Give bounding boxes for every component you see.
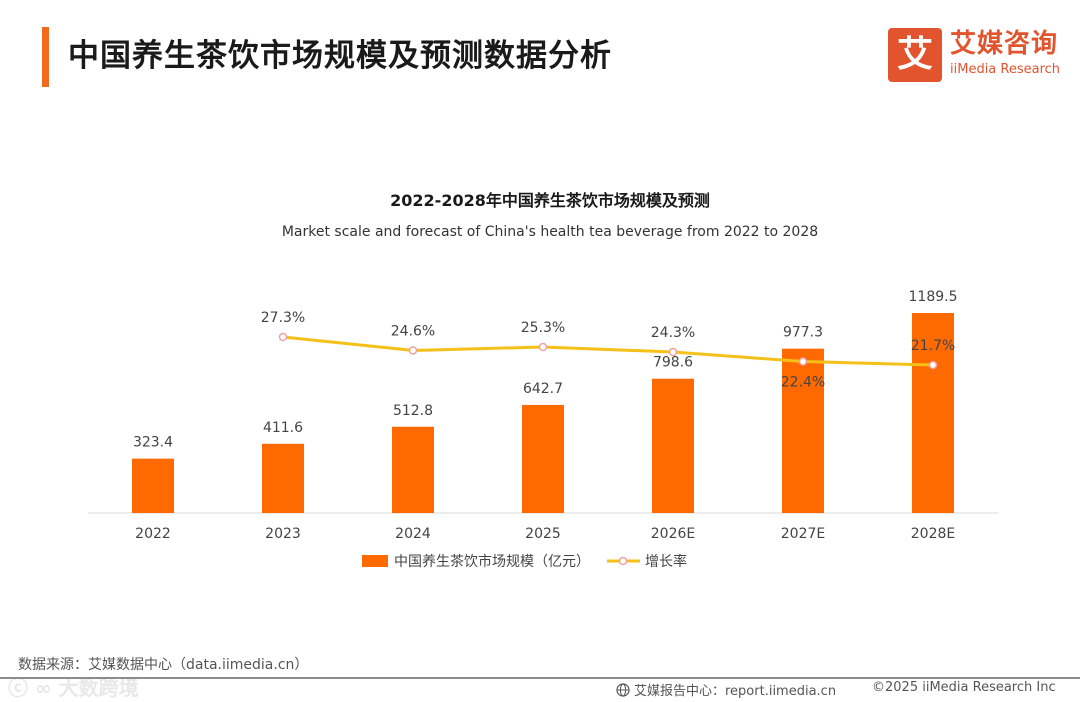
x-tick-2027E: 2027E (781, 526, 825, 542)
logo-cn-text: 艾媒咨询 (950, 29, 1059, 59)
x-tick-2026E: 2026E (651, 526, 695, 542)
bar-label-2025: 642.7 (523, 381, 563, 397)
x-tick-2023: 2023 (265, 526, 301, 542)
rate-label-2024: 24.6% (391, 324, 435, 340)
footer-report-center: 艾媒报告中心：report.iimedia.cn (616, 680, 836, 699)
rate-point-2026E (668, 347, 678, 357)
x-tick-2022: 2022 (135, 526, 171, 542)
globe-icon (616, 682, 630, 697)
iimedia-logo: 艾 艾媒咨询 iiMedia Research (888, 28, 1068, 84)
legend-bar-swatch (362, 555, 388, 567)
bar-label-2028E: 1189.5 (909, 289, 958, 305)
bar-label-2026E: 798.6 (653, 355, 693, 371)
bar-2025 (522, 404, 564, 513)
legend-bar-label: 中国养生茶饮市场规模（亿元） (394, 553, 590, 570)
footer-left-text: 艾媒报告中心：report.iimedia.cn (634, 684, 837, 699)
legend-line-label: 增长率 (645, 553, 687, 570)
logo-mark: 艾 (888, 28, 942, 82)
bar-2026E (652, 378, 694, 513)
rate-label-2027E: 22.4% (781, 375, 825, 391)
rate-point-2025 (538, 342, 548, 352)
x-tick-2025: 2025 (525, 526, 561, 542)
x-tick-2028E: 2028E (911, 526, 955, 542)
bar-label-2023: 411.6 (263, 420, 303, 436)
footer-copyright: ©2025 iiMedia Research Inc (872, 680, 1056, 695)
rate-point-2027E (798, 357, 808, 366)
rate-label-2023: 27.3% (261, 310, 305, 326)
rate-label-2025: 25.3% (521, 320, 565, 336)
footer-divider (0, 677, 1080, 679)
rate-point-2023 (278, 332, 288, 342)
chart-title: 2022-2028年中国养生茶饮市场规模及预测 (390, 191, 710, 210)
logo-en-text: iiMedia Research (950, 62, 1061, 77)
rate-label-2026E: 24.3% (651, 325, 695, 341)
chart-subtitle: Market scale and forecast of China's hea… (282, 224, 818, 240)
bar-2023 (262, 443, 304, 513)
bar-2024 (392, 426, 434, 513)
rate-point-2028E (928, 360, 938, 370)
title-accent-bar (42, 27, 49, 87)
page-title: 中国养生茶饮市场规模及预测数据分析 (68, 38, 612, 74)
bar-2028E (912, 313, 954, 513)
bar-2022 (132, 458, 174, 513)
watermark: ⓒ ∞ 大数跨境 (8, 676, 139, 700)
rate-point-2024 (408, 346, 418, 355)
rate-label-2028E: 21.7% (911, 338, 955, 354)
bar-label-2027E: 977.3 (783, 325, 823, 341)
legend-line-marker (618, 556, 628, 566)
growth-rate-line (282, 335, 934, 367)
data-source: 数据来源：艾媒数据中心（data.iimedia.cn） (18, 657, 309, 673)
bar-2027E (782, 348, 824, 513)
market-scale-chart: 2022-2028年中国养生茶饮市场规模及预测 Market scale and … (88, 191, 998, 570)
x-tick-2024: 2024 (395, 526, 431, 542)
bar-label-2022: 323.4 (133, 435, 173, 451)
bar-label-2024: 512.8 (393, 403, 433, 419)
